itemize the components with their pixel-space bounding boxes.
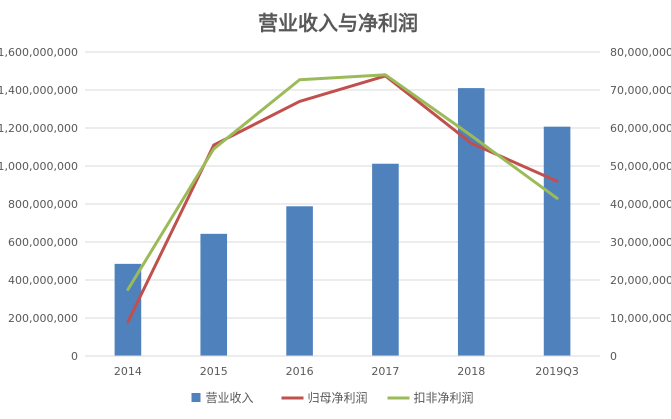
right-axis: 0 10,000,000 20,000,000 30,000,000 40,000,00… [610, 46, 671, 363]
right-tick-label: 0 [610, 350, 617, 363]
left-tick-label: 1,200,000,000 [0, 122, 78, 135]
legend: 营业收入 归母净利润 扣非净利润 [191, 391, 474, 405]
x-tick-label: 2014 [114, 365, 142, 378]
bar [457, 88, 485, 356]
right-tick-label: 80,000,000 [610, 46, 671, 59]
legend-item: 扣非净利润 [387, 391, 474, 405]
bar-series [114, 88, 571, 356]
legend-item: 归母净利润 [281, 391, 368, 405]
left-axis: 0 200,000,000 400,000,000 600,000,000 800,00… [0, 46, 78, 363]
right-tick-label: 20,000,000 [610, 274, 671, 287]
left-tick-label: 1,400,000,000 [0, 84, 78, 97]
right-tick-label: 10,000,000 [610, 312, 671, 325]
series-line [126, 73, 559, 291]
legend-label: 营业收入 [206, 391, 254, 405]
left-tick-label: 200,000,000 [8, 312, 78, 325]
bar [543, 126, 571, 356]
left-tick-label: 0 [71, 350, 78, 363]
x-tick-label: 2016 [286, 365, 314, 378]
legend-label: 归母净利润 [308, 391, 368, 405]
legend-label: 扣非净利润 [414, 391, 474, 405]
left-tick-label: 800,000,000 [8, 198, 78, 211]
bar [286, 206, 313, 356]
gridlines [85, 51, 600, 319]
legend-item: 营业收入 [191, 391, 254, 405]
right-tick-label: 70,000,000 [610, 84, 671, 97]
x-tick-label: 2015 [200, 365, 228, 378]
x-tick-label: 2018 [457, 365, 485, 378]
legend-swatch [191, 393, 201, 402]
line-series [126, 73, 559, 324]
bar [200, 233, 228, 356]
left-tick-label: 1,600,000,000 [0, 46, 78, 59]
right-tick-label: 40,000,000 [610, 198, 671, 211]
left-tick-label: 600,000,000 [8, 236, 78, 249]
bar [372, 163, 399, 356]
x-tick-label: 2019Q3 [535, 365, 579, 378]
x-tick-label: 2017 [371, 365, 399, 378]
chart-title: 营业收入与净利润 [258, 11, 418, 35]
right-tick-label: 30,000,000 [610, 236, 671, 249]
left-tick-label: 400,000,000 [8, 274, 78, 287]
x-axis: 2014 2015 2016 2017 2018 2019Q3 [85, 355, 600, 378]
left-tick-label: 1,000,000,000 [0, 160, 78, 173]
series-line [126, 74, 559, 324]
right-tick-label: 50,000,000 [610, 160, 671, 173]
bar [114, 263, 142, 356]
right-tick-label: 60,000,000 [610, 122, 671, 135]
